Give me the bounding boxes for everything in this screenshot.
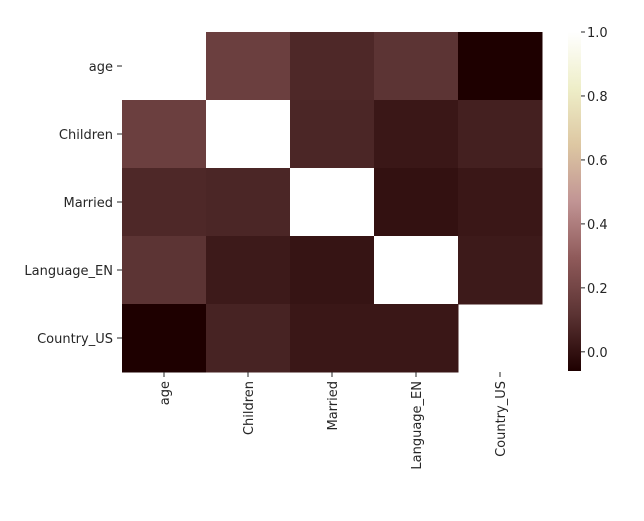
- heatmap-cell: [290, 236, 375, 305]
- heatmap-cell: [122, 168, 207, 237]
- heatmap-cells: [122, 32, 543, 373]
- heatmap-cell: [122, 304, 207, 373]
- heatmap-cell: [374, 304, 459, 373]
- heatmap-cell: [206, 100, 291, 169]
- colorbar-tick-label: 0.4: [587, 218, 608, 233]
- heatmap-cell: [374, 236, 459, 305]
- heatmap-cell: [374, 32, 459, 101]
- column-labels: age Children Married Language_EN Country_US: [158, 372, 509, 470]
- heatmap-cell: [458, 236, 543, 305]
- heatmap-cell: [122, 236, 207, 305]
- row-label: Married: [63, 196, 113, 211]
- heatmap-cell: [206, 168, 291, 237]
- heatmap-cell: [290, 100, 375, 169]
- column-label: Children: [242, 381, 257, 435]
- row-label: Children: [59, 128, 113, 143]
- heatmap-cell: [458, 168, 543, 237]
- heatmap-cell: [290, 168, 375, 237]
- heatmap-cell: [206, 32, 291, 101]
- row-label: age: [89, 60, 113, 75]
- row-label: Language_EN: [24, 264, 113, 279]
- heatmap-cell: [122, 100, 207, 169]
- heatmap-cell: [458, 32, 543, 101]
- column-label: Country_US: [494, 381, 509, 457]
- heatmap-cell: [290, 304, 375, 373]
- colorbar-tick-label: 0.6: [587, 154, 608, 169]
- colorbar: 0.0 0.2 0.4 0.6 0.8 1.0: [568, 26, 608, 371]
- column-label: age: [158, 381, 173, 405]
- row-labels: age Children Married Language_EN Country_US: [24, 60, 122, 347]
- column-label: Married: [326, 381, 341, 431]
- colorbar-tick-label: 0.2: [587, 282, 608, 297]
- heatmap-cell: [374, 100, 459, 169]
- row-label: Country_US: [37, 332, 113, 347]
- heatmap-cell: [290, 32, 375, 101]
- colorbar-tick-label: 0.0: [587, 346, 608, 361]
- colorbar-tick-label: 1.0: [587, 26, 608, 41]
- heatmap-cell: [374, 168, 459, 237]
- column-label: Language_EN: [410, 381, 425, 470]
- colorbar-scale: [568, 32, 581, 371]
- heatmap-cell: [206, 304, 291, 373]
- colorbar-tick-label: 0.8: [587, 90, 608, 105]
- heatmap-cell: [458, 100, 543, 169]
- heatmap-cell: [206, 236, 291, 305]
